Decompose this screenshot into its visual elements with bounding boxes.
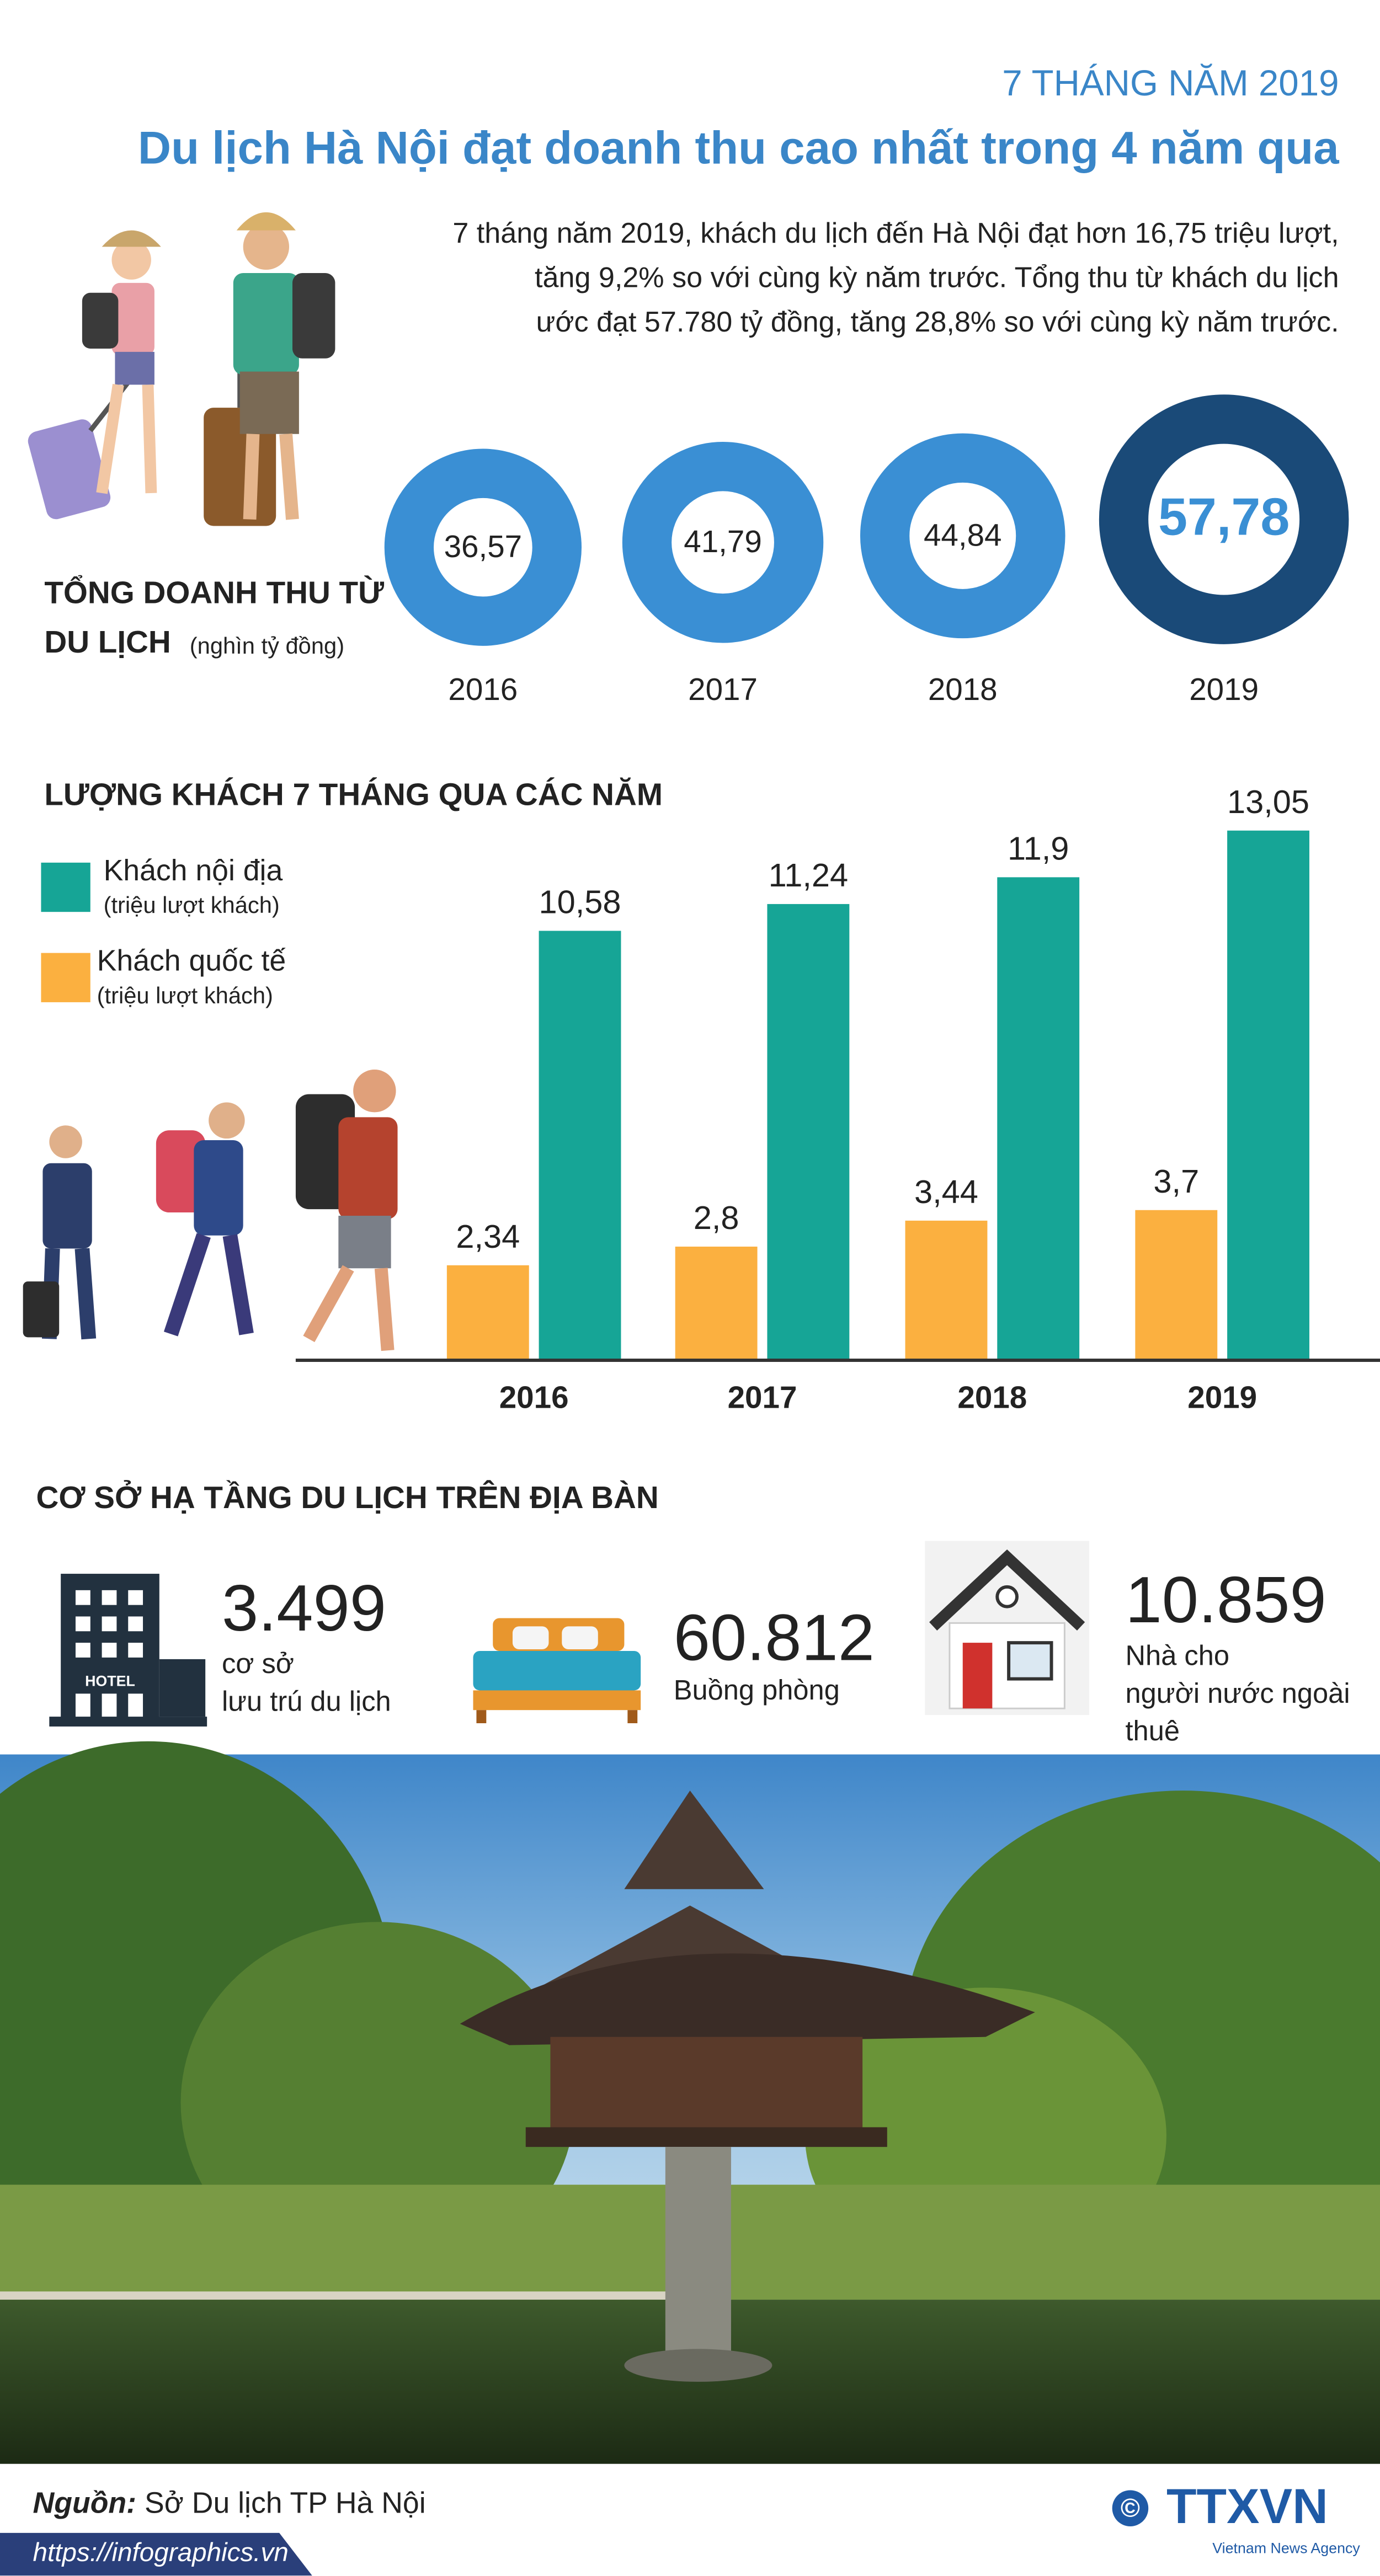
donut-value-label: 57,78 [1158,488,1290,547]
bar-value-label: 10,58 [539,884,621,921]
infra-label: cơ sở [222,1648,294,1679]
bar-value-label: 11,24 [769,857,849,894]
donut-value-label: 44,84 [924,517,1002,552]
infra-label: người nước ngoài [1126,1677,1350,1709]
bar-title: LƯỢNG KHÁCH 7 THÁNG QUA CÁC NĂM [44,777,663,812]
bar [446,1265,529,1361]
donut-year: 2019 [1189,672,1259,707]
title: Du lịch Hà Nội đạt doanh thu cao nhất tr… [138,122,1339,174]
bar-value-label: 2,8 [694,1199,739,1236]
bar-value-label: 11,9 [1008,830,1069,867]
donut-ring [1099,394,1349,644]
infra-label: Buồng phòng [674,1674,840,1706]
footer [0,2463,1380,2576]
icon-label: HOTEL [85,1673,135,1690]
summary-line: 7 tháng năm 2019, khách du lịch đến Hà N… [452,217,1339,249]
bar-value-label: 2,34 [456,1218,520,1255]
subtitle: 7 THÁNG NĂM 2019 [1002,63,1339,103]
hikers-illustration [23,1070,398,1351]
donut-value-label: 41,79 [684,524,762,559]
legend-swatch [41,862,90,912]
bar [767,904,850,1361]
pagoda-photo [0,1741,1380,2464]
summary-line: tăng 9,2% so với cùng kỳ năm trước. Tổng… [535,262,1339,294]
donut-year: 2016 [448,672,518,707]
infra-label: Nhà cho [1126,1639,1230,1671]
x-tick-label: 2017 [728,1380,797,1414]
donut-year: 2017 [688,672,758,707]
logo-sub: Vietnam News Agency [1212,2540,1360,2557]
legend-label: Khách nội địa [104,854,283,887]
infrastructure-title: CƠ SỞ HẠ TẦNG DU LỊCH TRÊN ĐỊA BÀN [36,1479,659,1515]
infra-value: 10.859 [1126,1563,1326,1637]
bar-value-label: 13,05 [1227,783,1309,820]
bar [675,1246,758,1361]
infra-label: thuê [1126,1715,1180,1746]
house-icon [925,1541,1090,1715]
donut-ring [860,433,1065,639]
donut-ring [622,442,824,643]
legend-unit: (triệu lượt khách) [97,982,273,1008]
x-tick-label: 2016 [499,1380,569,1414]
legend-unit: (triệu lượt khách) [104,892,280,918]
bar-value-label: 3,44 [914,1173,978,1210]
bar [905,1220,988,1361]
donut-title: DU LỊCH [44,624,170,659]
logo: TTXVN [1166,2478,1328,2534]
infra-label: lưu trú du lịch [222,1686,391,1717]
summary-line: ước đạt 57.780 tỷ đồng, tăng 28,8% so vớ… [536,306,1339,338]
donut-ring [384,448,582,646]
hotel-icon [49,1574,207,1727]
bar [1135,1210,1218,1361]
bed-icon [473,1618,641,1724]
donut-year: 2018 [928,672,998,707]
copyright: © [1121,2494,1140,2523]
donut-unit: (nghìn tỷ đồng) [190,633,344,659]
source: Sở Du lịch TP Hà Nội [145,2486,426,2519]
legend-swatch [41,953,90,1002]
bar [997,877,1080,1361]
x-tick-label: 2019 [1187,1380,1257,1414]
infra-value: 3.499 [222,1572,386,1645]
x-tick-label: 2018 [957,1380,1027,1414]
travellers-illustration [28,212,335,526]
bar [1227,830,1309,1361]
infra-value: 60.812 [674,1601,875,1675]
bar [539,931,621,1361]
donut-value-label: 36,57 [444,529,523,564]
url: https://infographics.vn [33,2538,289,2567]
source-label: Nguồn: [33,2486,136,2519]
donut-title: TỔNG DOANH THU TỪ [44,574,384,610]
bar-value-label: 3,7 [1153,1163,1199,1200]
legend-label: Khách quốc tế [97,944,286,977]
